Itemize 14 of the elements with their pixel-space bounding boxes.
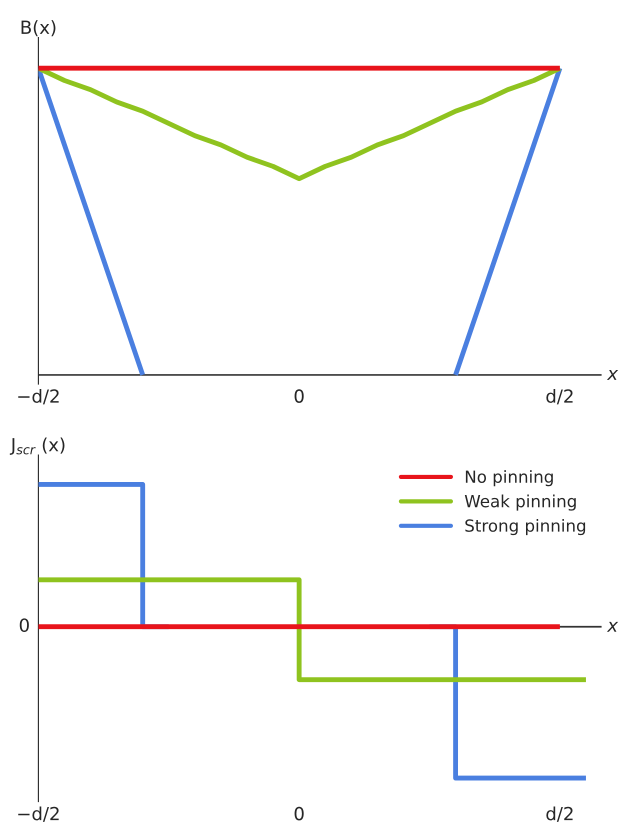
x-tick-label: 0 — [294, 806, 304, 820]
y-axis-title: B(x) — [22, 20, 56, 36]
legend-label: Strong pinning — [465, 519, 586, 536]
legend-label: Weak pinning — [464, 494, 576, 511]
y-axis-title: J$_{scr}$ (x) — [10, 438, 64, 455]
x-tick-label: −d/2 — [18, 806, 59, 822]
text: 0 — [20, 618, 29, 632]
x-axis-title: x — [606, 370, 618, 380]
x-tick-label: d/2 — [546, 388, 573, 404]
x-axis-title: x — [606, 622, 618, 632]
x-tick-label: 0 — [294, 389, 304, 403]
x-tick-label: −d/2 — [18, 388, 59, 404]
x-tick-label: d/2 — [546, 806, 573, 822]
legend-label: No pinning — [466, 470, 553, 486]
